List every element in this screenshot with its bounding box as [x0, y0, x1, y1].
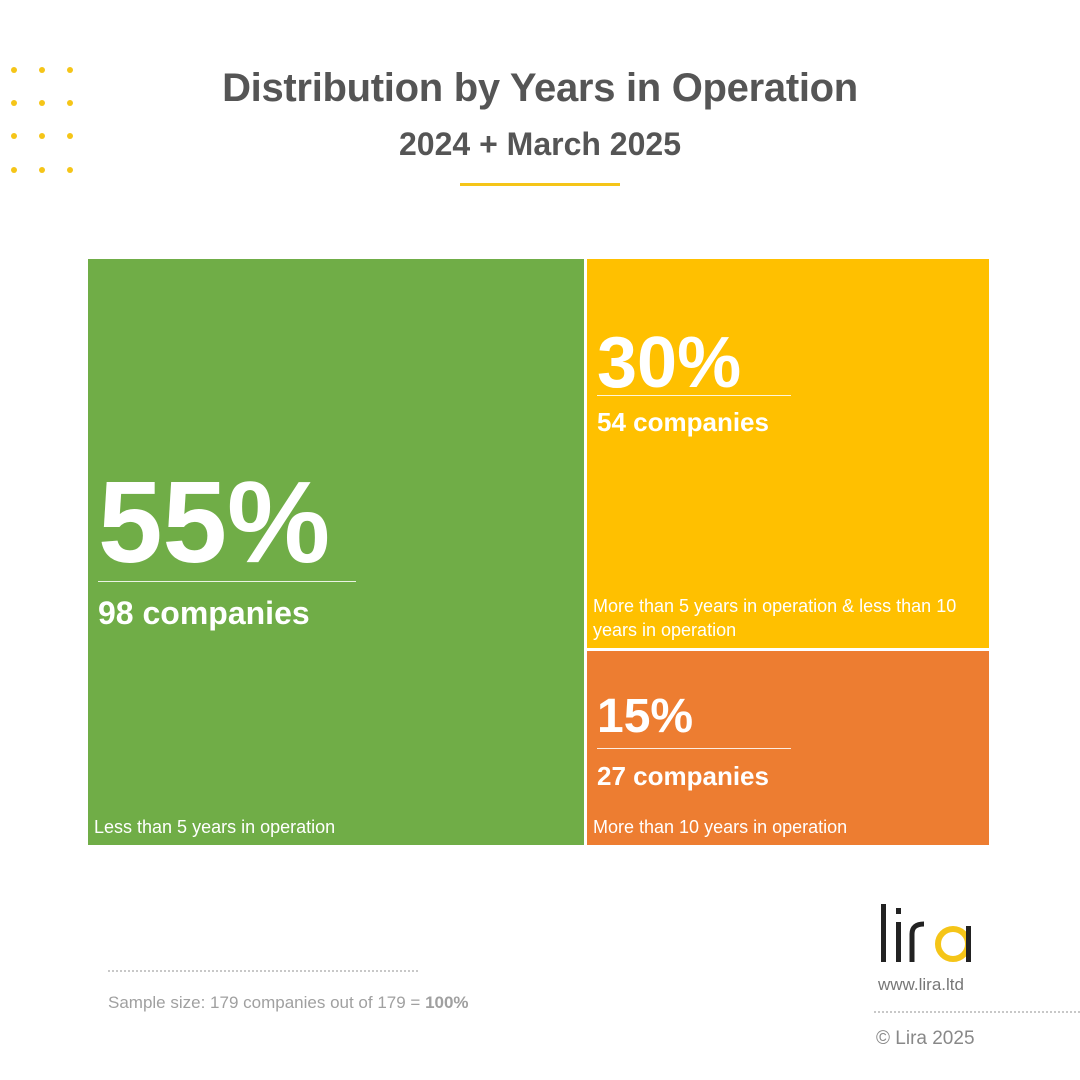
copyright-divider: [874, 1011, 1080, 1013]
company-count-label: 98 companies: [98, 595, 310, 631]
label-divider: [597, 748, 791, 749]
company-count-label: 54 companies: [597, 407, 769, 437]
sample-size-note: Sample size: 179 companies out of 179 = …: [108, 993, 469, 1013]
sample-size-text: Sample size: 179 companies out of 179 =: [108, 993, 426, 1012]
chart-title: Distribution by Years in Operation: [222, 66, 858, 110]
label-divider: [98, 581, 356, 582]
treemap-cell-gt10: 15% 27 companies More than 10 years in ope…: [587, 651, 989, 845]
treemap-chart: 55% 98 companies Less than 5 years in oper…: [88, 259, 989, 845]
category-label: Less than 5 years in operation: [94, 817, 336, 837]
category-label: More than 5 years in operation & less th…: [593, 596, 957, 640]
title-underline: [460, 183, 620, 186]
category-label: More than 10 years in operation: [593, 817, 848, 837]
percent-label: 55%: [98, 457, 331, 587]
percent-label: 30%: [597, 323, 742, 403]
copyright-text: © Lira 2025: [876, 1028, 975, 1049]
decorative-dot-grid: [11, 67, 73, 173]
lira-logo: [881, 904, 971, 962]
sample-divider: [108, 970, 418, 972]
sample-size-percent: 100%: [425, 993, 469, 1012]
label-divider: [597, 395, 791, 396]
treemap-cell-5to10: 30% 54 companies More than 5 years in oper…: [587, 259, 989, 648]
chart-subtitle: 2024 + March 2025: [399, 126, 681, 162]
percent-label: 15%: [597, 690, 694, 743]
website-url: www.lira.ltd: [878, 975, 964, 994]
company-count-label: 27 companies: [597, 761, 769, 791]
treemap-cell-lt5: 55% 98 companies Less than 5 years in oper…: [88, 259, 584, 845]
